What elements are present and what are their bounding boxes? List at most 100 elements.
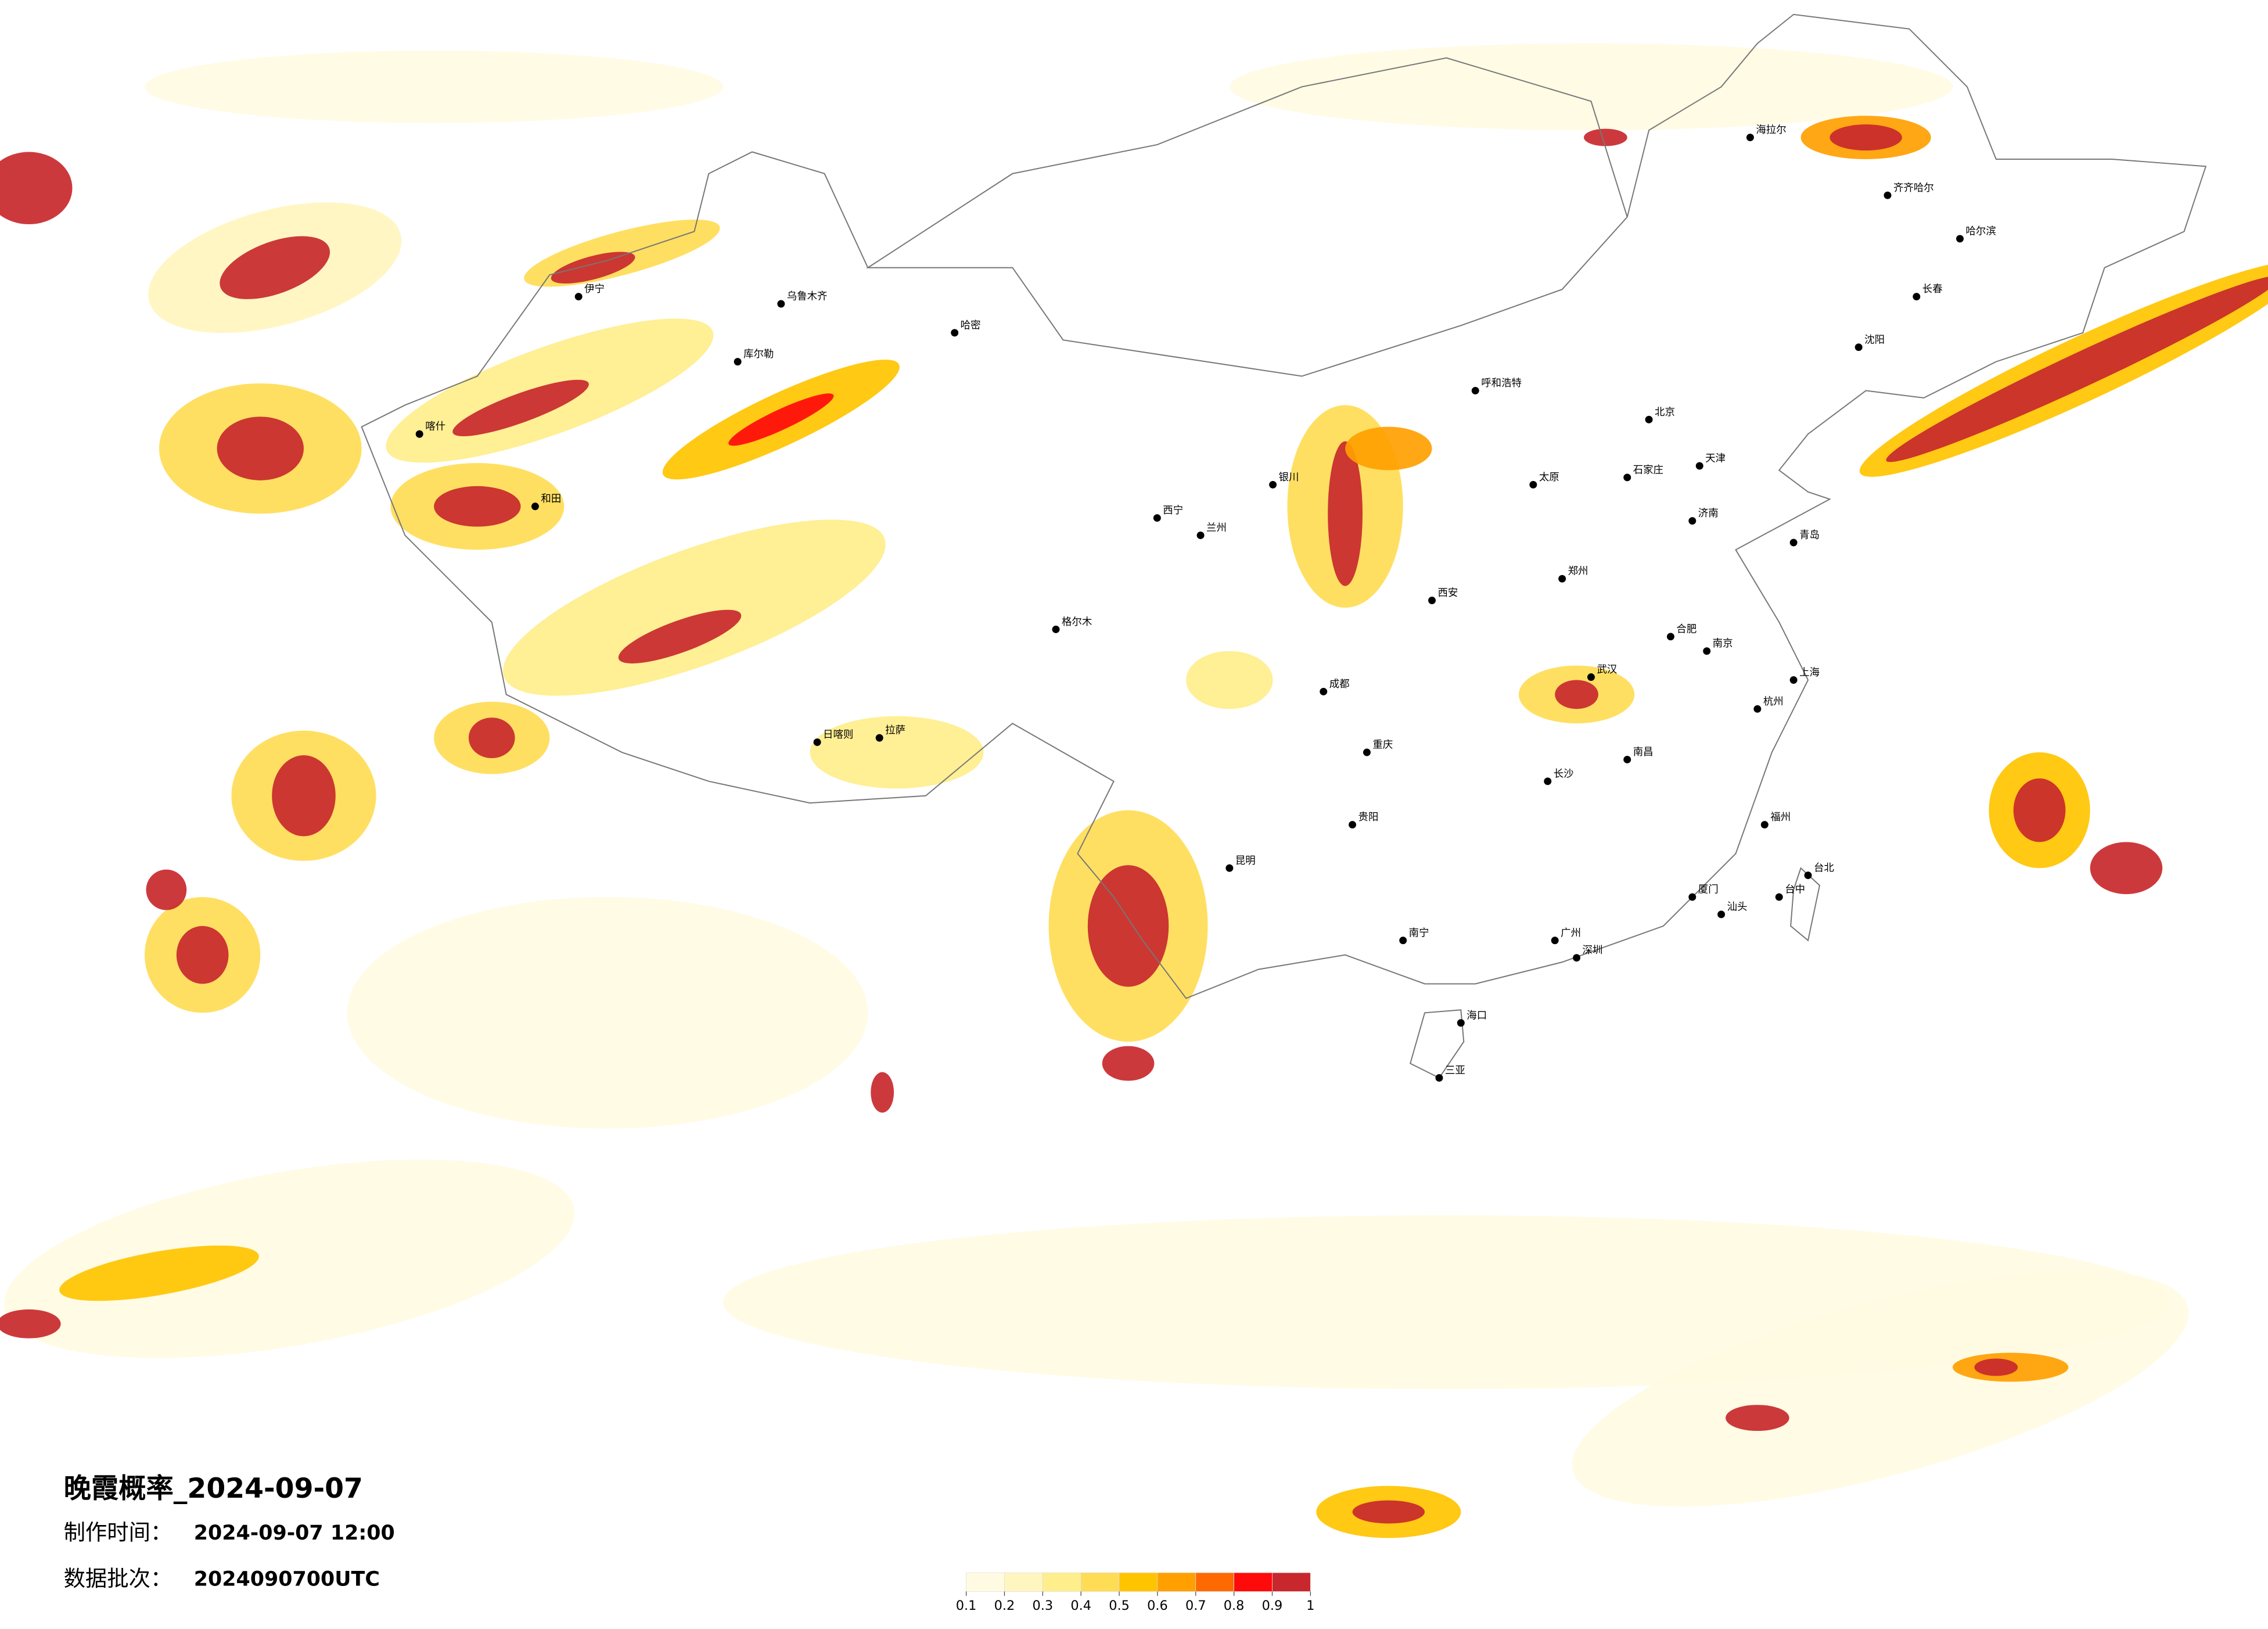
city-dot	[1428, 597, 1436, 605]
probability-patch	[2013, 778, 2066, 842]
legend-tick-label: 0.9	[1262, 1598, 1283, 1613]
city-dot	[777, 300, 785, 308]
probability-patch	[1886, 275, 2268, 462]
city-label: 拉萨	[885, 725, 905, 737]
city-dot	[1196, 531, 1205, 539]
city-label: 南昌	[1633, 747, 1654, 758]
city-dot	[1760, 821, 1769, 829]
city-dot	[1884, 191, 1892, 199]
city-label: 重庆	[1372, 740, 1393, 751]
probability-patch	[871, 1072, 894, 1113]
city-label: 台北	[1814, 862, 1834, 874]
probability-patch	[146, 869, 187, 910]
city-dot	[1529, 480, 1537, 489]
city-label: 福州	[1770, 812, 1791, 823]
probability-patch	[1974, 1358, 2018, 1376]
city-dot	[1457, 1019, 1465, 1027]
city-dot	[1913, 293, 1921, 301]
probability-patch	[0, 1309, 61, 1339]
city-label: 昆明	[1235, 855, 1256, 867]
probability-patch	[1328, 441, 1363, 586]
city-label: 沈阳	[1864, 334, 1885, 346]
city-dot	[1789, 676, 1798, 684]
probability-patch	[1345, 426, 1432, 471]
probability-patch	[1584, 128, 1627, 146]
city-label: 哈密	[961, 320, 981, 331]
city-label: 深圳	[1583, 945, 1603, 956]
city-dot	[1645, 415, 1653, 424]
legend-swatch	[1119, 1572, 1158, 1592]
probability-patch	[59, 1245, 259, 1301]
legend-tick-label: 0.3	[1033, 1598, 1054, 1613]
legend-swatch	[1272, 1572, 1311, 1592]
city-dot	[531, 503, 539, 511]
probability-patch	[1830, 124, 1902, 151]
city-label: 日喀则	[823, 729, 853, 741]
city-label: 哈尔滨	[1965, 225, 1996, 237]
legend-swatch	[966, 1572, 1005, 1592]
city-label: 南京	[1713, 638, 1733, 650]
probability-patch	[347, 897, 868, 1129]
probability-patch	[503, 519, 886, 696]
city-dot	[1269, 480, 1277, 489]
city-label: 石家庄	[1633, 464, 1663, 476]
probability-patch	[468, 717, 515, 758]
city-label: 乌鲁木齐	[787, 291, 828, 303]
city-label: 和田	[541, 493, 561, 505]
city-label: 台中	[1785, 884, 1805, 896]
city-dot	[1399, 937, 1407, 945]
city-dot	[1471, 386, 1479, 394]
city-label: 厦门	[1698, 884, 1719, 896]
legend-swatch	[1157, 1572, 1196, 1592]
probability-patch	[1726, 1405, 1789, 1431]
probability-patch	[220, 236, 330, 299]
legend: 0.1 0.2 0.3 0.4 0.5 0.6 0.7 0.8 0.9 1	[956, 1572, 1314, 1613]
city-label: 银川	[1279, 472, 1299, 483]
legend-tick-label: 0.1	[956, 1598, 977, 1613]
city-label: 南宁	[1409, 927, 1429, 939]
city-label: 武汉	[1597, 664, 1617, 676]
city-dot	[1435, 1074, 1443, 1082]
city-dot	[1551, 937, 1559, 945]
city-dot	[1573, 954, 1581, 962]
legend-tick-label: 0.4	[1070, 1598, 1091, 1613]
probability-patch	[551, 252, 635, 284]
city-label: 海口	[1467, 1010, 1487, 1021]
legend-swatch	[1234, 1572, 1273, 1592]
legend-tick-label: 0.5	[1109, 1598, 1130, 1613]
info-label: 制作时间：	[64, 1519, 172, 1545]
city-dot	[1688, 893, 1696, 901]
city-label: 成都	[1329, 679, 1350, 690]
city-dot	[1717, 910, 1726, 918]
city-label: 齐齐哈尔	[1893, 182, 1934, 194]
probability-patch	[452, 379, 589, 436]
city-dot	[1753, 705, 1762, 713]
city-dot	[1688, 517, 1696, 525]
city-label: 济南	[1698, 508, 1719, 519]
city-label: 太原	[1539, 472, 1559, 483]
info-label: 数据批次：	[64, 1566, 172, 1591]
probability-patch	[1186, 651, 1273, 709]
city-label: 合肥	[1676, 623, 1696, 635]
legend-tick-label: 0.6	[1147, 1598, 1168, 1613]
city-label: 长沙	[1554, 768, 1574, 780]
legend-tick-label: 0.8	[1224, 1598, 1245, 1613]
info-value: 2024090700UTC	[194, 1568, 380, 1591]
city-label: 西宁	[1163, 505, 1183, 516]
legend-tick-label: 1	[1306, 1598, 1314, 1613]
city-label: 上海	[1799, 667, 1820, 679]
probability-patch	[618, 609, 742, 663]
city-label: 天津	[1705, 453, 1726, 464]
city-dot	[415, 430, 423, 438]
city-label: 贵阳	[1358, 812, 1379, 823]
probability-patch	[176, 925, 229, 984]
probability-field	[0, 43, 2268, 1538]
city-dot	[875, 734, 883, 742]
probability-patch	[272, 755, 336, 837]
probability-patch	[145, 51, 724, 123]
city-label: 三亚	[1445, 1065, 1465, 1077]
city-dot	[1666, 633, 1674, 641]
